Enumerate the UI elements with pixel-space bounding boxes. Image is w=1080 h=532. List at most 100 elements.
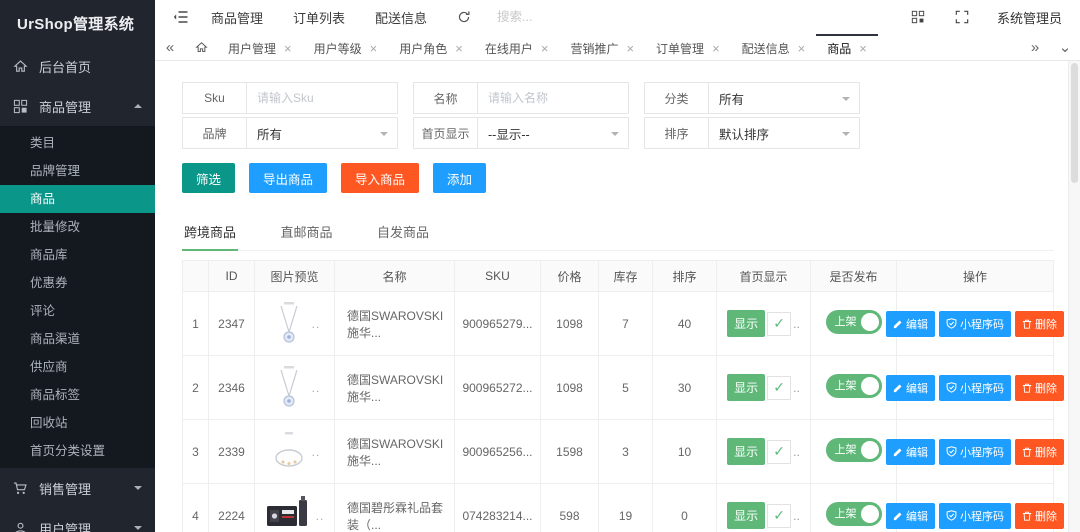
page-tab[interactable]: 在线用户 × — [474, 34, 560, 60]
delete-button[interactable]: 删除 — [1015, 374, 1064, 401]
refresh-icon[interactable] — [457, 10, 471, 24]
sidebar-subitem[interactable]: 商品渠道 — [0, 325, 155, 353]
home-display-cell: 显示 ✓ .. — [716, 291, 811, 356]
filter-select[interactable]: 默认排序 — [708, 117, 860, 149]
display-badge[interactable]: 显示 — [727, 310, 766, 337]
trash-icon — [1022, 447, 1032, 457]
edit-button[interactable]: 编辑 — [886, 374, 935, 401]
sidebar-subitem[interactable]: 商品 — [0, 185, 155, 213]
shield-check-icon — [946, 446, 957, 457]
mini-program-code-button[interactable]: 小程序码 — [939, 502, 1011, 529]
publish-toggle[interactable]: 上架 — [825, 310, 882, 334]
search-input[interactable] — [497, 10, 668, 24]
table-header-cell: 首页显示 — [716, 260, 811, 292]
sidebar-subitem[interactable]: 首页分类设置 — [0, 437, 155, 465]
topbar-nav-link[interactable]: 订单列表 — [293, 10, 346, 26]
tabs-scroll-left-icon[interactable]: « — [165, 38, 175, 56]
mini-program-code-button[interactable]: 小程序码 — [939, 310, 1011, 337]
page-tab[interactable]: 用户管理 × — [217, 34, 303, 60]
delete-button[interactable]: 删除 — [1015, 310, 1064, 337]
display-checkbox[interactable]: ✓ — [767, 311, 792, 336]
sidebar-subitem[interactable]: 评论 — [0, 297, 155, 325]
action-button[interactable]: 导出商品 — [249, 163, 328, 193]
sidebar-item-goods-group[interactable]: 商品管理 — [0, 86, 155, 126]
image-more-ellipsis: .. — [311, 444, 321, 459]
tabs-scroll-right-icon[interactable]: » — [1030, 38, 1040, 56]
product-name: 德国SWAROVSKI施华... — [334, 291, 455, 356]
fullscreen-icon[interactable] — [955, 10, 969, 24]
display-badge[interactable]: 显示 — [727, 374, 766, 401]
apps-icon[interactable] — [911, 10, 925, 24]
topbar-nav-link[interactable]: 配送信息 — [375, 10, 428, 26]
sidebar-item-users[interactable]: 用户管理 — [0, 508, 155, 532]
close-icon[interactable]: × — [626, 40, 635, 56]
collapse-sidebar-icon[interactable] — [173, 10, 189, 24]
action-button[interactable]: 导入商品 — [341, 163, 420, 193]
delete-button[interactable]: 删除 — [1015, 502, 1064, 529]
sidebar-item-home[interactable]: 后台首页 — [0, 46, 155, 86]
action-button[interactable]: 添加 — [433, 163, 487, 193]
product-id: 2224 — [208, 483, 255, 532]
action-button[interactable]: 筛选 — [182, 163, 236, 193]
page-tab[interactable]: 营销推广 × — [559, 34, 645, 60]
table-header-cell: SKU — [454, 260, 541, 292]
edit-button[interactable]: 编辑 — [886, 310, 935, 337]
pencil-icon — [893, 383, 903, 393]
publish-toggle[interactable]: 上架 — [825, 502, 882, 526]
close-icon[interactable]: × — [540, 40, 549, 56]
edit-button[interactable]: 编辑 — [886, 502, 935, 529]
display-badge[interactable]: 显示 — [727, 502, 766, 529]
edit-button[interactable]: 编辑 — [886, 438, 935, 465]
product-type-tab[interactable]: 自发商品 — [376, 225, 429, 240]
display-checkbox[interactable]: ✓ — [767, 503, 792, 528]
filter-select[interactable]: 所有 — [246, 117, 398, 149]
current-user[interactable]: 系统管理员 — [996, 10, 1062, 26]
sidebar-subitem[interactable]: 供应商 — [0, 353, 155, 381]
page-tab[interactable]: 商品 × — [816, 34, 878, 60]
tabs-menu-icon[interactable]: ⌄ — [1058, 39, 1072, 56]
filter-select[interactable]: 所有 — [708, 82, 860, 114]
close-icon[interactable]: × — [284, 40, 292, 56]
close-icon[interactable]: × — [859, 40, 867, 56]
sidebar-subitem[interactable]: 类目 — [0, 129, 155, 157]
scrollbar-thumb[interactable] — [1071, 63, 1078, 183]
product-sku: 900965279... — [454, 291, 541, 356]
page-tab[interactable]: 订单管理 × — [645, 34, 731, 60]
page-tab[interactable]: 配送信息 × — [731, 34, 817, 60]
filter-input-wrap — [477, 82, 629, 114]
display-badge[interactable]: 显示 — [727, 438, 766, 465]
vertical-scrollbar[interactable] — [1068, 61, 1080, 532]
check-icon: ✓ — [773, 443, 786, 459]
table-row: 1 2347 .. 德国SWAROVSKI施华... — [182, 291, 1064, 356]
tab-home-icon[interactable] — [185, 34, 217, 60]
close-icon[interactable]: × — [712, 40, 720, 56]
mini-program-code-label: 小程序码 — [960, 318, 1004, 331]
topbar-nav-link[interactable]: 商品管理 — [211, 10, 264, 26]
publish-toggle[interactable]: 上架 — [825, 374, 882, 398]
page-tab[interactable]: 用户角色 × — [388, 34, 474, 60]
product-type-tab[interactable]: 跨境商品 — [182, 213, 239, 251]
publish-toggle[interactable]: 上架 — [825, 438, 882, 462]
sidebar-subitem[interactable]: 商品标签 — [0, 381, 155, 409]
delete-button[interactable]: 删除 — [1015, 438, 1064, 465]
close-icon[interactable]: × — [369, 40, 378, 56]
sidebar-subitem[interactable]: 品牌管理 — [0, 157, 155, 185]
sidebar-subitem[interactable]: 商品库 — [0, 241, 155, 269]
filter-input[interactable] — [257, 91, 387, 105]
mini-program-code-button[interactable]: 小程序码 — [939, 438, 1011, 465]
mini-program-code-button[interactable]: 小程序码 — [939, 374, 1011, 401]
filter-select[interactable]: --显示-- — [477, 117, 629, 149]
product-id: 2346 — [208, 355, 255, 420]
table-header-cell: 价格 — [540, 260, 599, 292]
sidebar-item-sales[interactable]: 销售管理 — [0, 468, 155, 508]
sidebar-subitem[interactable]: 批量修改 — [0, 213, 155, 241]
filter-input[interactable] — [488, 91, 618, 105]
product-type-tab[interactable]: 直邮商品 — [280, 225, 333, 240]
sidebar-subitem[interactable]: 回收站 — [0, 409, 155, 437]
page-tab[interactable]: 用户等级 × — [303, 34, 389, 60]
display-checkbox[interactable]: ✓ — [767, 375, 792, 400]
close-icon[interactable]: × — [455, 40, 463, 56]
display-checkbox[interactable]: ✓ — [767, 439, 792, 464]
sidebar-subitem[interactable]: 优惠券 — [0, 269, 155, 297]
close-icon[interactable]: × — [797, 40, 806, 56]
